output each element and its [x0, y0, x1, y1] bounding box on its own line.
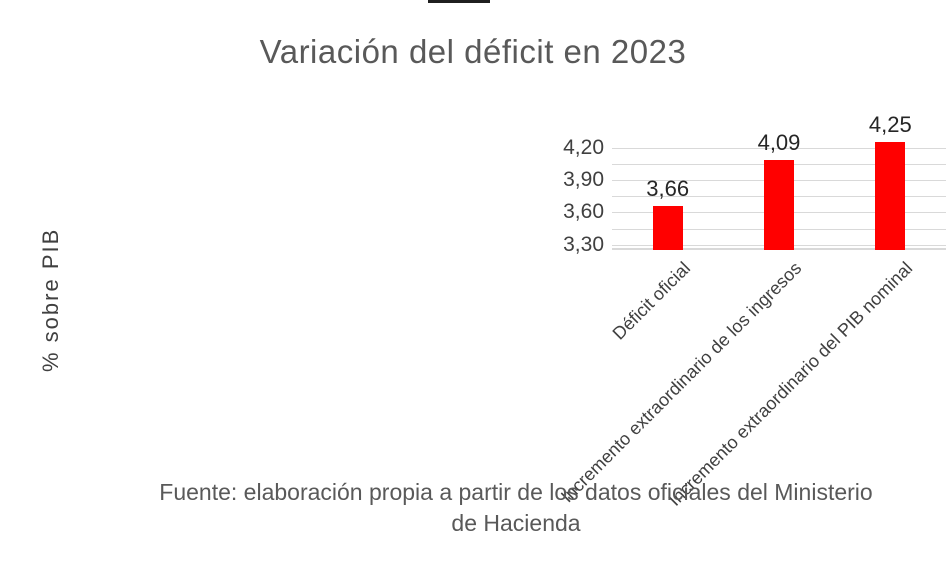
cropped-edge-artifact — [428, 0, 490, 3]
x-category-label: Incremento extraordinario de los ingreso… — [556, 258, 806, 507]
bar-value-label: 3,66 — [646, 175, 690, 201]
bar-value-label: 4,25 — [868, 112, 912, 138]
x-category-label: Incremento extraordinario del PIB nomina… — [664, 258, 917, 510]
chart-bar — [764, 159, 794, 250]
source-note: Fuente: elaboración propia a partir de l… — [159, 479, 873, 536]
x-category-label: Déficit oficial — [608, 258, 694, 344]
gridline — [612, 147, 946, 149]
y-tick-label: 3,90 — [563, 168, 604, 191]
y-tick-label: 3,60 — [563, 200, 604, 224]
y-tick-label: 3,30 — [563, 232, 604, 256]
chart-bar — [875, 142, 906, 250]
chart-title: Variación del déficit en 2023 — [259, 33, 687, 70]
plot-area: 3,30 3,60 3,90 4,20 3,66 Déficit oficial 4,09 I… — [557, 112, 946, 510]
bar-value-label: 4,09 — [757, 129, 801, 155]
y-tick-label: 4,20 — [563, 135, 604, 159]
y-axis-title: % sobre PIB — [38, 227, 63, 372]
chart-bar — [652, 205, 683, 250]
